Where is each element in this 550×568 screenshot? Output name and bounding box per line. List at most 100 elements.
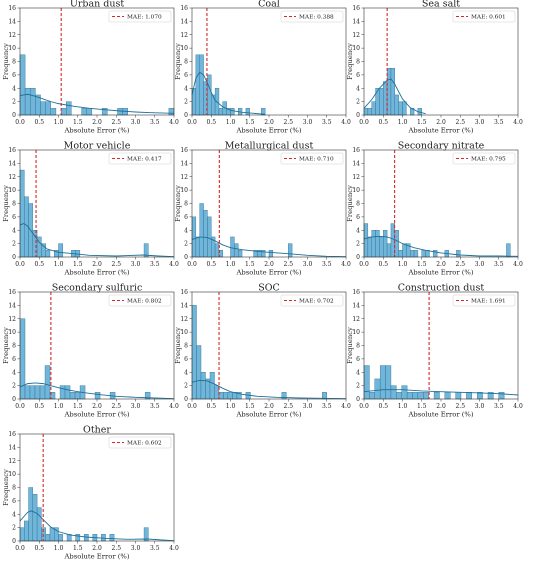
histogram-bar [394,230,399,258]
legend-box [280,10,344,23]
y-tick-label: 4 [356,369,360,376]
histogram-bar [44,365,51,400]
legend-box [452,294,516,307]
x-tick-label: 3.5 [494,119,504,126]
legend-box [108,436,172,449]
x-tick-label: 3.0 [131,261,141,268]
histogram-bar [24,88,31,116]
subplot: Sea salt 0.0 0.5 1.0 1.5 2.0 2.5 3.0 3.5 4.0 0 2 4 6 8… [346,0,523,135]
histogram-bar [60,108,67,116]
subplot-title: Secondary sulfuric [52,283,143,294]
histogram-bar [379,365,386,400]
y-tick-label: 16 [8,289,16,296]
x-tick-label: 2.5 [111,119,121,126]
x-tick-label: 2.5 [455,119,465,126]
histogram-bar [386,243,392,258]
subplot-title: SOC [258,283,280,294]
histogram-bar [101,534,106,542]
x-tick-label: 0.5 [378,403,388,410]
y-tick-label: 2 [12,383,16,390]
histogram-bar [36,507,42,542]
legend: MAE: 0.710 [280,152,344,165]
y-tick-label: 0 [356,254,360,261]
legend-label: MAE: 0.710 [299,157,334,163]
y-tick-label: 10 [352,329,360,336]
x-tick-label: 4.0 [513,403,523,410]
x-tick-label: 1.0 [226,403,236,410]
y-axis-label: Frequency [174,327,182,364]
subplot-title: Coal [258,0,280,10]
y-tick-label: 12 [8,174,16,181]
subplot: Secondary nitrate 0.0 0.5 1.0 1.5 2.0 2.5 3.0 3.… [346,141,523,277]
histogram-bar [402,243,407,258]
histogram-bar [24,520,29,542]
y-tick-label: 6 [184,214,188,221]
legend-label: MAE: 0.795 [471,157,506,163]
x-tick-label: 2.5 [283,403,293,410]
x-tick-label: 3.5 [494,403,504,410]
y-axis-label: Frequency [346,43,354,80]
x-tick-label: 0.0 [15,119,25,126]
histogram-bar [29,385,36,400]
subplot-title: Sea salt [422,0,460,10]
histogram-bar [195,54,200,116]
histogram-bar [199,54,204,116]
y-tick-label: 6 [12,214,16,221]
legend: MAE: 0.702 [280,294,344,307]
y-tick-label: 12 [352,316,360,323]
histogram-bar [433,392,440,400]
x-tick-label: 4.0 [169,403,179,410]
x-tick-label: 3.0 [131,545,141,552]
histogram-bar [268,250,274,258]
x-tick-label: 0.5 [206,119,216,126]
x-tick-label: 2.5 [111,261,121,268]
histogram-bar [398,250,403,258]
x-tick-label: 4.0 [341,261,351,268]
histogram-bar [383,230,388,258]
x-tick-label: 3.0 [303,261,313,268]
x-tick-label: 4.0 [513,261,523,268]
x-tick-label: 1.5 [245,119,255,126]
histogram-bar [86,108,93,116]
y-tick-label: 4 [184,85,188,92]
histogram-bar [466,392,473,400]
histogram-bar [234,243,239,258]
y-tick-label: 10 [180,187,188,194]
y-tick-label: 2 [356,383,360,390]
y-tick-label: 8 [356,343,360,350]
x-tick-label: 1.5 [73,545,83,552]
y-axis-label: Frequency [2,185,10,222]
x-tick-label: 3.5 [322,119,332,126]
histogram-bar [456,250,461,258]
kde-curve [19,223,175,258]
histogram-bar [390,67,396,116]
subplot: Motor vehicle 0.0 0.5 1.0 1.5 2.0 2.5 3.0 3.5 4.0… [2,141,179,277]
histogram-bar [207,216,212,258]
subplot: Urban dust 0.0 0.5 1.0 1.5 2.0 2.5 3.0 3.5 4.0 0 2 4… [2,0,179,135]
y-tick-label: 0 [12,538,16,545]
histogram-bar [83,534,89,542]
subplot: Metallurgical dust 0.0 0.5 1.0 1.5 2.0 2.5 3.0 3… [174,141,351,277]
histogram-bar [19,54,26,116]
histogram-bar [401,385,408,400]
y-tick-label: 10 [352,187,360,194]
x-tick-label: 1.0 [54,119,64,126]
histogram-bar [390,385,397,400]
legend-label: MAE: 0.601 [471,15,506,21]
y-tick-label: 6 [356,356,360,363]
x-tick-label: 2.0 [92,119,102,126]
histogram-bar [58,243,63,258]
x-tick-label: 4.0 [341,119,351,126]
histogram-bar [455,392,462,400]
y-tick-label: 10 [180,329,188,336]
histogram-bar [379,88,384,116]
x-tick-label: 0.5 [206,261,216,268]
y-tick-label: 0 [356,112,360,119]
x-tick-label: 0.5 [34,261,44,268]
x-tick-label: 1.5 [73,261,83,268]
x-tick-label: 0.0 [15,545,25,552]
histogram-bar [223,392,229,400]
y-tick-label: 4 [184,369,188,376]
histogram-bar [379,236,384,258]
histogram-bar [218,108,223,116]
